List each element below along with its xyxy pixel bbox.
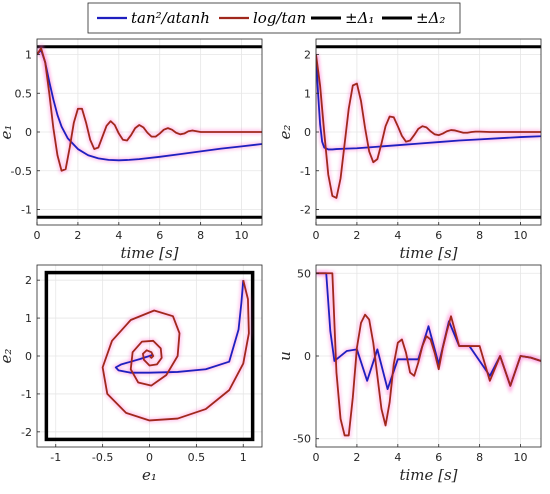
x-tick-label: 6 (156, 229, 163, 242)
x-axis-label: time [s] (399, 466, 457, 484)
y-axis-label: e₁ (0, 125, 15, 140)
y-tick-label: -1 (21, 204, 32, 217)
legend: tan²/atanh log/tan ±Δ₁ ±Δ₂ (87, 2, 461, 34)
plot-content (316, 45, 541, 219)
y-tick-label: -1 (300, 165, 311, 178)
y-tick-label: 0.5 (15, 87, 33, 100)
y-tick-label: -0.5 (11, 165, 32, 178)
x-tick-label: 2 (353, 451, 360, 464)
series-line-log-tan (37, 47, 262, 172)
x-tick-label: 4 (115, 229, 122, 242)
plot-phase-portrait: -1 -0.5 0 0.5 1 -2 -1 0 1 2 e₁ e₂ (0, 264, 263, 484)
y-tick-label: 2 (25, 274, 32, 287)
x-tick-label: 10 (235, 229, 249, 242)
plot-content (44, 270, 255, 442)
y-tick-label: -2 (300, 204, 311, 217)
x-tick-label: 0 (34, 229, 41, 242)
y-tick-label: 1 (25, 312, 32, 325)
x-axis-label: time [s] (120, 244, 178, 262)
plot-content (316, 270, 541, 438)
plot-e1-vs-time: 0 2 4 6 8 10 -1 -0.5 0 0.5 1 time [s] e₁ (0, 38, 263, 262)
series-line-tan2-atanh (37, 48, 262, 162)
x-tick-label: 0 (146, 451, 153, 464)
legend-label-log-tan: log/tan (253, 9, 306, 27)
y-axis-label: e₂ (0, 349, 15, 364)
y-tick-label: 50 (297, 267, 311, 280)
x-tick-label: -0.5 (92, 451, 113, 464)
x-tick-label: 2 (74, 229, 81, 242)
series-line-log-tan (316, 54, 541, 199)
x-axis-label: time [s] (399, 244, 457, 262)
y-tick-label: -50 (293, 433, 311, 446)
x-axis-label: e₁ (142, 466, 157, 484)
x-tick-label: 1 (240, 451, 247, 464)
legend-label-delta2: ±Δ₂ (416, 9, 445, 27)
x-tick-label: 0.5 (188, 451, 206, 464)
x-tick-label: 8 (476, 229, 483, 242)
x-tick-label: 6 (435, 451, 442, 464)
x-tick-label: 10 (514, 229, 528, 242)
x-tick-label: 8 (197, 229, 204, 242)
y-tick-label: -2 (21, 426, 32, 439)
y-tick-label: 1 (304, 87, 311, 100)
y-tick-label: 0 (25, 126, 32, 139)
x-tick-label: 4 (394, 451, 401, 464)
y-tick-label: 0 (25, 350, 32, 363)
series-line-tan2-atanh (316, 54, 541, 151)
series-line-log-tan (316, 272, 541, 437)
legend-label-delta1: ±Δ₁ (345, 9, 374, 27)
y-tick-label: 2 (304, 49, 311, 62)
x-tick-label: 0 (313, 229, 320, 242)
legend-label-tan2-atanh: tan²/atanh (131, 9, 210, 27)
x-tick-label: -1 (50, 451, 61, 464)
plot-e2-vs-time: 0 2 4 6 8 10 -2 -1 0 1 2 time [s] e₂ (276, 38, 542, 262)
y-axis-label: u (276, 351, 294, 361)
y-tick-label: 1 (25, 49, 32, 62)
x-tick-label: 10 (514, 451, 528, 464)
series-line-log-tan (101, 279, 250, 422)
x-tick-label: 4 (394, 229, 401, 242)
y-axis-label: e₂ (276, 125, 294, 140)
y-tick-label: -1 (21, 388, 32, 401)
plot-content (37, 42, 262, 219)
bound-box (44, 270, 255, 442)
x-tick-label: 0 (313, 451, 320, 464)
x-tick-label: 6 (435, 229, 442, 242)
y-tick-label: 0 (304, 126, 311, 139)
x-tick-label: 2 (353, 229, 360, 242)
x-tick-label: 8 (476, 451, 483, 464)
y-tick-label: 0 (304, 350, 311, 363)
